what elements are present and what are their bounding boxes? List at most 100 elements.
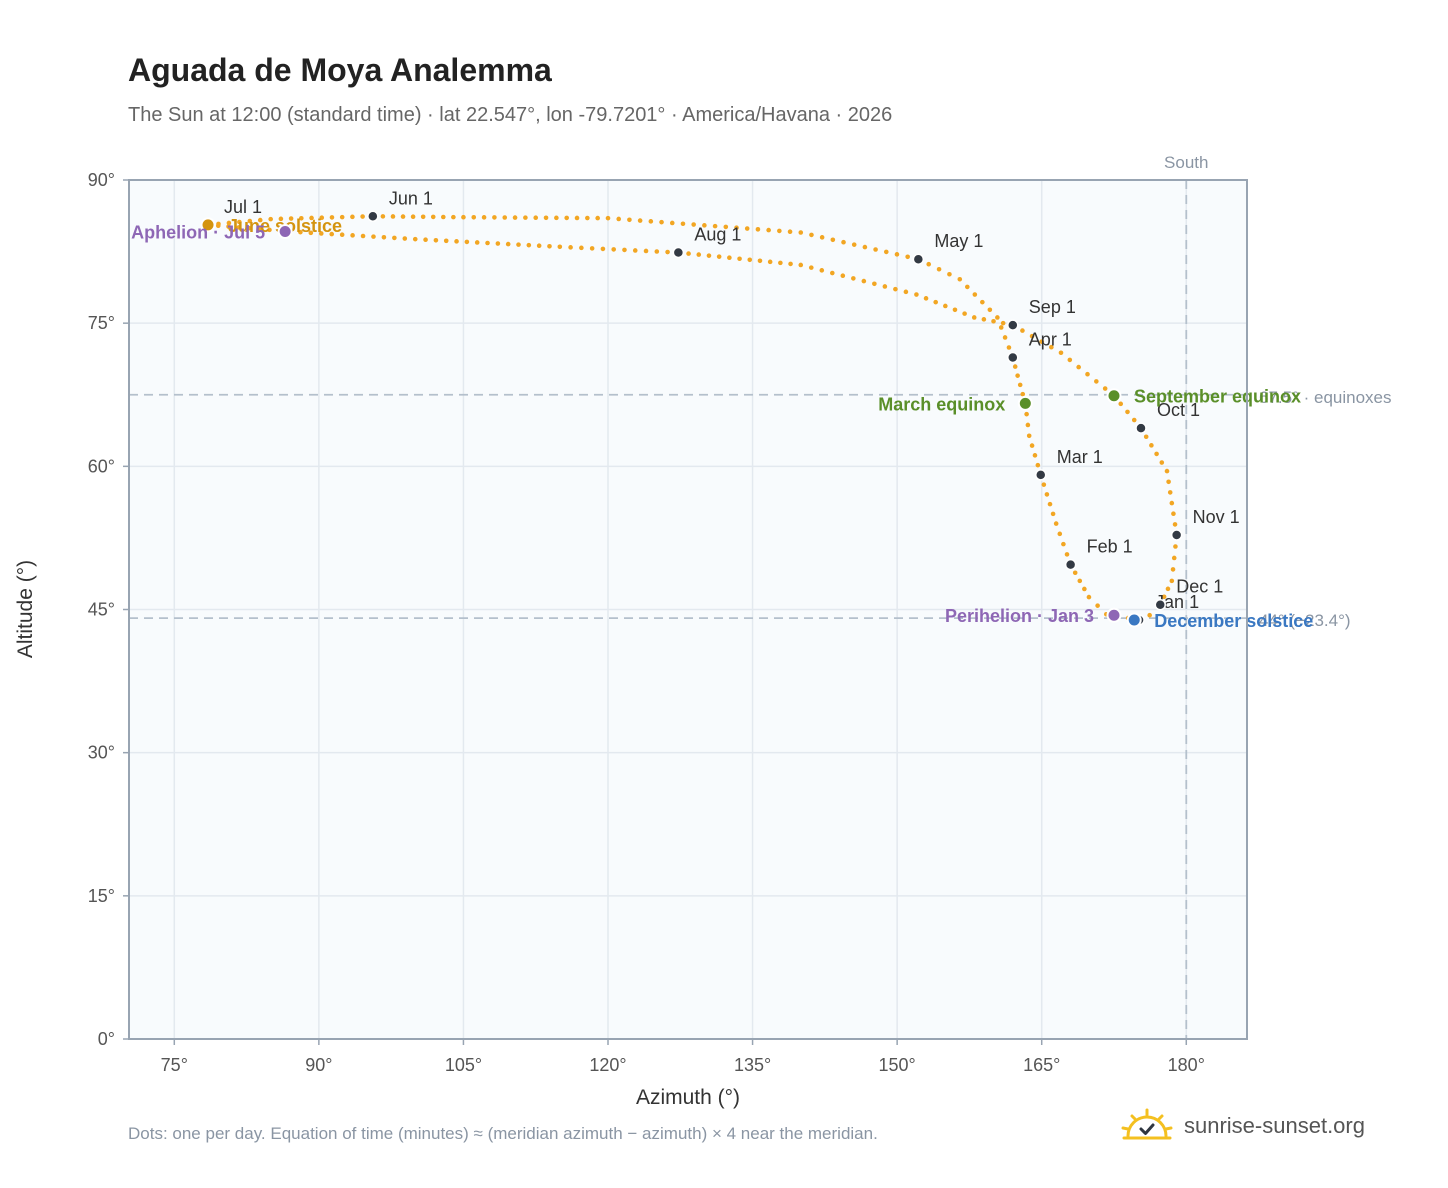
daily-dot (392, 235, 397, 241)
daily-dot (461, 214, 466, 220)
daily-dot (851, 242, 857, 247)
event-label: Aphelion · Jul 5 (131, 223, 265, 243)
daily-dot (350, 233, 355, 238)
daily-dot (423, 237, 428, 243)
daily-dot (536, 243, 542, 249)
daily-dot (319, 215, 325, 221)
daily-dot (236, 225, 242, 230)
daily-dot (1072, 570, 1078, 576)
daily-dot (778, 260, 783, 266)
daily-dot (339, 214, 345, 220)
event-marker (1017, 395, 1033, 411)
daily-dot (1026, 433, 1032, 439)
daily-dot (991, 318, 996, 324)
x-axis-ticks: 75° 90° 105° 120° 135° 150° 165° 180° (161, 1039, 1205, 1075)
daily-dot (861, 278, 867, 284)
daily-dot (622, 247, 627, 253)
x-tick-label: 135° (734, 1055, 771, 1075)
event-marker (1106, 607, 1122, 623)
daily-dot (585, 215, 590, 221)
reference-line-label: 44° (−23.4°) (1259, 611, 1351, 630)
daily-dot (808, 265, 814, 270)
daily-dot (267, 227, 272, 233)
reference-lines: 67.5° · equinoxes 44° (−23.4°) South (129, 153, 1392, 1039)
daily-dot (627, 217, 632, 223)
daily-dot (441, 214, 446, 220)
brand-logo[interactable]: sunrise-sunset.org (1120, 1104, 1365, 1148)
daily-dot (1085, 371, 1090, 377)
daily-dot (1149, 443, 1154, 448)
x-tick-label: 90° (305, 1055, 332, 1075)
daily-dot (1006, 345, 1012, 350)
daily-dot (777, 228, 782, 234)
month-marker (912, 253, 925, 265)
daily-dot (1015, 373, 1020, 378)
month-marker (1007, 351, 1019, 364)
daily-dot (1044, 492, 1050, 497)
daily-dot (390, 214, 396, 219)
month-marker (1064, 558, 1077, 571)
daily-dot (380, 214, 386, 219)
y-tick-label: 90° (88, 170, 115, 190)
daily-dot (669, 220, 675, 226)
daily-dot (410, 214, 416, 219)
month-markers: Jan 1 Feb 1 Mar 1 Apr 1 May 1 Jun 1 Jul 1 Aug 1… (202, 188, 1240, 626)
daily-dot (1169, 578, 1175, 584)
daily-dot (905, 254, 910, 260)
daily-dot (1147, 612, 1152, 618)
daily-dot (936, 266, 942, 272)
daily-dot (329, 215, 335, 220)
daily-dot (1095, 603, 1100, 608)
daily-dot (595, 215, 600, 221)
daily-dot (747, 257, 753, 263)
daily-dot (947, 271, 952, 277)
daily-dot (972, 292, 978, 297)
daily-dot (433, 237, 439, 243)
daily-dot (350, 214, 355, 220)
daily-dot (643, 248, 649, 254)
daily-dot (980, 299, 985, 305)
daily-dot (1173, 544, 1178, 549)
daily-dot (1047, 501, 1053, 507)
daily-dot (400, 214, 406, 219)
daily-dot (339, 232, 345, 238)
daily-dot (830, 270, 835, 276)
daily-dot (840, 273, 846, 279)
event-marker (277, 224, 293, 240)
daily-dot (1102, 386, 1108, 391)
daily-dot (1041, 482, 1047, 487)
month-label: Apr 1 (1029, 330, 1072, 350)
daily-dot (1077, 578, 1083, 584)
daily-dot (957, 276, 963, 282)
month-label: Aug 1 (694, 225, 741, 245)
daily-dot (237, 219, 242, 225)
sun-logo-icon (1121, 1108, 1173, 1140)
daily-dot (893, 286, 898, 292)
event-label: December solstice (1154, 611, 1313, 631)
daily-dot (226, 224, 231, 229)
month-label: Feb 1 (1087, 537, 1133, 557)
daily-dot (1125, 409, 1130, 415)
daily-dot (819, 235, 825, 240)
daily-dot (819, 268, 825, 273)
daily-dot (648, 219, 654, 224)
brand-name: sunrise-sunset.org (1184, 1113, 1365, 1138)
daily-dot (1143, 434, 1149, 440)
daily-dot (1167, 490, 1173, 495)
daily-dot (894, 252, 900, 257)
event-marker (1126, 612, 1142, 628)
month-marker (672, 246, 685, 259)
y-tick-label: 60° (88, 456, 115, 476)
daily-dot (246, 225, 252, 231)
daily-dot (288, 216, 294, 221)
x-tick-label: 75° (161, 1055, 188, 1075)
event-label: March equinox (878, 394, 1005, 414)
month-marker (367, 210, 379, 223)
daily-dot (360, 233, 366, 239)
daily-dot (402, 236, 408, 241)
daily-dot (755, 227, 761, 232)
daily-dot (495, 241, 501, 246)
daily-dot (1169, 500, 1175, 506)
daily-dot (485, 240, 490, 246)
